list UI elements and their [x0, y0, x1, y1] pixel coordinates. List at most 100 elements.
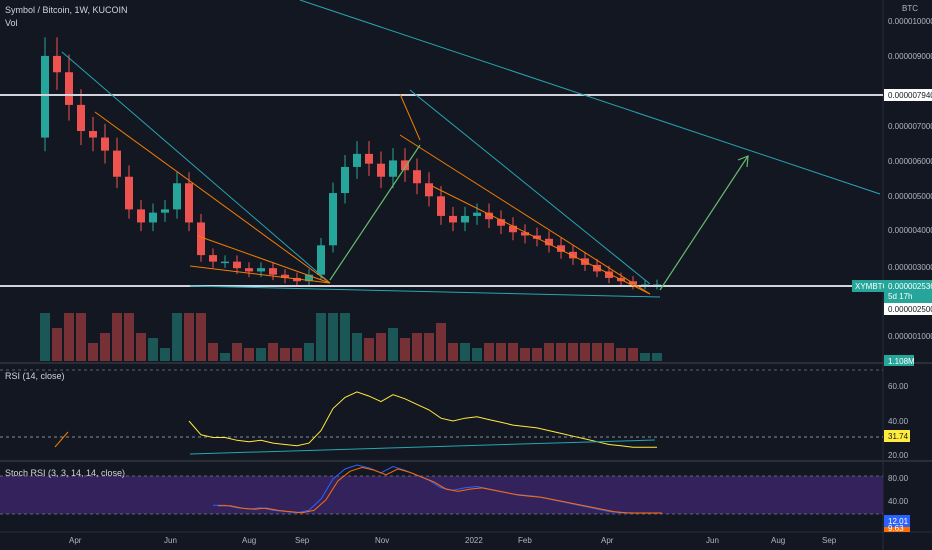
rsi-axis[interactable]: 60.00 40.00 20.00 31.74: [884, 382, 910, 460]
candle-body[interactable]: [401, 160, 409, 171]
resistance-level-tag[interactable]: [884, 89, 932, 101]
support-level-tag[interactable]: [884, 303, 932, 315]
stoch-axis[interactable]: 80.00 40.00 12.01 9.63: [884, 474, 910, 533]
time-axis[interactable]: Apr Jun Aug Sep Nov 2022 Feb Apr Jun Aug…: [69, 536, 837, 545]
candle-body[interactable]: [209, 255, 217, 262]
candle-body[interactable]: [449, 215, 457, 223]
candle-body[interactable]: [605, 271, 613, 278]
last-price-tag[interactable]: [884, 280, 932, 303]
price-tick: 0.000001000: [888, 332, 932, 341]
candle-body[interactable]: [437, 196, 445, 216]
trendline-2[interactable]: [409, 89, 651, 285]
volume-bar: [652, 353, 662, 361]
volume-bar: [52, 328, 62, 361]
candle-body[interactable]: [473, 212, 481, 216]
wedge2-upper[interactable]: [399, 134, 651, 295]
chart-title: Symbol / Bitcoin, 1W, KUCOIN: [5, 5, 128, 15]
projection-arrow[interactable]: [659, 155, 749, 291]
price-tick: 0.000007000: [888, 122, 932, 131]
candle-body[interactable]: [557, 245, 565, 252]
candle-body[interactable]: [137, 209, 145, 223]
stoch-d-value: 9.63: [888, 524, 904, 533]
candle-body[interactable]: [41, 55, 49, 138]
trendline-1[interactable]: [61, 51, 331, 284]
volume-bar: [484, 343, 494, 361]
volume-bar: [208, 343, 218, 361]
projection-arrows[interactable]: [329, 144, 749, 291]
volume-bar: [172, 313, 182, 361]
long-descending-trendline[interactable]: [299, 0, 881, 195]
candle-body[interactable]: [353, 153, 361, 167]
volume-bar: [328, 313, 338, 361]
candle-body[interactable]: [257, 268, 265, 272]
volume-bar: [532, 348, 542, 361]
rsi-panel-title: RSI (14, close): [5, 371, 65, 381]
candle-body[interactable]: [221, 261, 229, 264]
symbol-tag[interactable]: [852, 280, 884, 292]
candle-body[interactable]: [509, 225, 517, 233]
candle-body[interactable]: [161, 209, 169, 213]
candle-body[interactable]: [245, 268, 253, 272]
candle-body[interactable]: [389, 160, 397, 177]
volume-bar: [292, 348, 302, 361]
candle-body[interactable]: [269, 268, 277, 275]
price-axis[interactable]: 0.000010000 0.000009000 0.000007000 0.00…: [852, 17, 932, 366]
rsi-drawing[interactable]: [54, 431, 69, 448]
candle-body[interactable]: [149, 212, 157, 223]
volume-bar: [100, 333, 110, 361]
volume-bar: [232, 343, 242, 361]
candle-body[interactable]: [569, 251, 577, 259]
candle-body[interactable]: [317, 245, 325, 275]
candle-body[interactable]: [185, 183, 193, 223]
wedge1-mid[interactable]: [197, 235, 331, 284]
candle-body[interactable]: [377, 163, 385, 177]
candle-body[interactable]: [233, 261, 241, 269]
candle-body[interactable]: [521, 232, 529, 236]
candle-body[interactable]: [533, 235, 541, 239]
candle-body[interactable]: [545, 238, 553, 246]
candle-body[interactable]: [77, 104, 85, 132]
candle-body[interactable]: [305, 274, 313, 282]
stoch-d-line[interactable]: [218, 466, 662, 514]
candle-body[interactable]: [65, 72, 73, 105]
candle-body[interactable]: [173, 183, 181, 210]
candle-body[interactable]: [281, 274, 289, 278]
candlesticks[interactable]: [41, 37, 661, 290]
falling-wedges[interactable]: [94, 93, 651, 295]
stoch-d-tag[interactable]: [884, 527, 910, 532]
volume-bar: [544, 343, 554, 361]
time-tick: Jun: [164, 536, 177, 545]
rsi-line[interactable]: [188, 391, 657, 448]
candle-body[interactable]: [329, 193, 337, 246]
candle-body[interactable]: [341, 166, 349, 194]
candle-body[interactable]: [101, 137, 109, 151]
base-trendline[interactable]: [189, 285, 661, 298]
candle-body[interactable]: [461, 215, 469, 223]
volume-tag[interactable]: [884, 355, 914, 366]
candle-body[interactable]: [89, 131, 97, 138]
wedge2-start[interactable]: [399, 93, 421, 141]
wedge2-lower[interactable]: [431, 185, 651, 295]
candle-body[interactable]: [197, 222, 205, 256]
rsi-trendline[interactable]: [189, 439, 656, 455]
candle-body[interactable]: [425, 183, 433, 197]
wedge1-lower[interactable]: [189, 265, 331, 284]
candle-body[interactable]: [365, 153, 373, 164]
past-breakout-arrow[interactable]: [329, 144, 421, 281]
wedge1-upper[interactable]: [94, 111, 331, 284]
cyan-trendlines[interactable]: [61, 0, 881, 298]
stoch-k-tag[interactable]: [884, 515, 910, 527]
candle-body[interactable]: [113, 150, 121, 177]
time-tick: 2022: [465, 536, 483, 545]
candle-body[interactable]: [497, 219, 505, 226]
candle-body[interactable]: [485, 212, 493, 220]
rsi-value-tag[interactable]: [884, 430, 910, 442]
candle-body[interactable]: [413, 170, 421, 184]
candle-body[interactable]: [125, 176, 133, 210]
volume-bar: [340, 313, 350, 361]
volume-bar: [580, 343, 590, 361]
candle-body[interactable]: [293, 277, 301, 282]
projection-arrow-head[interactable]: [737, 155, 749, 168]
candle-body[interactable]: [53, 55, 61, 73]
